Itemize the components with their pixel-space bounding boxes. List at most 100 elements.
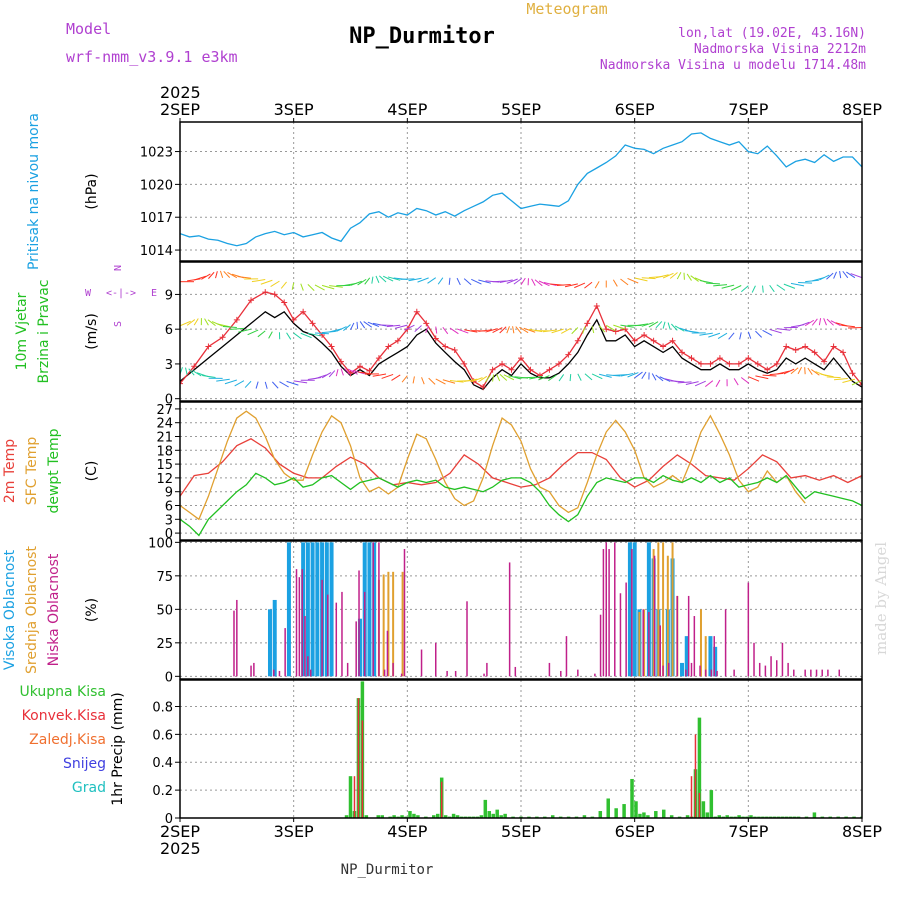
wind-arrow <box>435 378 446 385</box>
gust-marker <box>489 366 496 373</box>
cloud-bar-high <box>305 542 310 677</box>
precip-bar-total <box>392 815 396 818</box>
cloud-bar-low <box>335 602 338 677</box>
wind-arrow <box>379 324 394 326</box>
precip-bar-total <box>654 811 658 818</box>
cloud-bar-low <box>764 665 767 677</box>
wind-arrow <box>776 328 791 331</box>
cloud-bar-low <box>327 594 329 677</box>
cloud-bar-low <box>631 549 633 677</box>
wind-arrow <box>717 332 728 339</box>
cloud-bar-low <box>577 669 579 677</box>
wind-arrow <box>641 371 647 379</box>
wind-arrow <box>769 372 784 376</box>
gust-marker <box>338 358 345 365</box>
wind-arrow <box>216 378 230 382</box>
wind-arrow <box>186 319 196 326</box>
cloud-bar-mid <box>643 609 646 677</box>
cloud-bar-low <box>514 666 517 677</box>
x-tick-bottom: 3SEP <box>274 822 314 841</box>
wind-arrow <box>819 274 830 281</box>
wind-arrow <box>798 282 813 284</box>
wind-arrow <box>751 285 756 293</box>
wind-arrow <box>255 381 259 389</box>
wind-arrow <box>391 374 401 381</box>
plot-area-pressure <box>180 132 862 247</box>
cloud-bar-low <box>358 570 360 677</box>
gust-marker <box>783 343 790 350</box>
ytick-label-temp: 12 <box>156 472 173 487</box>
cloud-bar-low <box>298 577 301 677</box>
cloud-bar-low <box>386 630 389 677</box>
cloud-bar-high <box>646 542 651 677</box>
wind-compass: N W E S <-|-> <box>85 265 157 327</box>
wind-arrow <box>471 377 483 383</box>
wind-arrow <box>321 372 332 379</box>
wind-arrow <box>222 326 237 329</box>
wind-arrow <box>428 377 436 385</box>
cloud-bar-low <box>233 610 235 677</box>
unit-label-cloud: (%) <box>84 598 100 622</box>
wind-arrow <box>506 278 518 284</box>
wind-arrow <box>564 283 578 288</box>
wind-arrow <box>834 377 848 381</box>
gust-marker <box>394 337 401 344</box>
cloud-bar-high <box>372 542 377 677</box>
cloud-bar-low <box>753 642 755 677</box>
wind-arrow <box>237 275 252 279</box>
wind-arrow <box>634 323 649 327</box>
wind-arrow <box>839 271 842 279</box>
precip-bar-total <box>380 815 384 818</box>
cloud-bar-low <box>821 669 823 677</box>
wind-arrow <box>322 330 336 334</box>
cloud-bar-high <box>286 542 291 677</box>
cloud-bar-mid <box>666 555 669 677</box>
gust-marker <box>603 326 610 333</box>
series-line-tsfc <box>180 410 806 521</box>
wind-arrow <box>667 322 671 330</box>
cloud-bar-low <box>690 662 693 677</box>
gust-marker <box>584 320 591 327</box>
x-tick-bottom: 8SEP <box>842 822 882 841</box>
cloud-bar-mid <box>638 612 641 677</box>
cloud-bar-high <box>627 542 632 677</box>
wind-arrow <box>478 279 491 284</box>
legend-label-precip: Konvek.Kisa <box>22 708 106 724</box>
wind-arrow <box>244 380 252 388</box>
wind-arrow <box>704 380 714 387</box>
precip-bar-total <box>503 813 507 818</box>
cloud-bar-mid <box>704 636 707 677</box>
gust-marker <box>546 366 553 373</box>
gust-marker <box>555 360 562 367</box>
legend-label-precip: Ukupna Kisa <box>19 684 106 700</box>
wind-arrow <box>531 278 536 286</box>
legend-label-precip: Grad <box>72 780 106 796</box>
gust-marker <box>593 303 600 310</box>
axis-label-cloud: Srednja Oblacnost <box>24 546 40 674</box>
ytick-label-cloud: 50 <box>156 603 173 618</box>
wind-arrow <box>826 376 841 379</box>
cloud-bar-mid <box>699 609 702 677</box>
x-axis: 2SEP 2SEP 3SEP 3SEP 4SEP 4SEP 5SEP 5SEP 6SEP 6SEP… <box>160 100 882 841</box>
wind-arrow <box>219 270 224 278</box>
wind-arrow <box>577 373 582 381</box>
wind-arrow <box>371 276 374 284</box>
footer-station: NP_Durmitor <box>341 862 434 878</box>
gust-marker <box>262 289 269 296</box>
year-top: 2025 <box>160 83 201 102</box>
wind-arrow <box>227 272 238 279</box>
precip-bar-total <box>705 812 710 818</box>
ytick-label-temp: 0 <box>165 527 173 542</box>
wind-arrow <box>529 375 543 380</box>
panels: 1014 1017 1020 1023 Pritisak na nivou mora (h… <box>2 113 863 827</box>
wind-arrow <box>492 280 507 283</box>
gust-marker <box>622 326 629 333</box>
x-tick-top: 6SEP <box>615 100 655 119</box>
precip-bar-total <box>725 815 729 818</box>
wind-arrow <box>582 326 586 334</box>
cloud-bar-high <box>329 542 334 677</box>
panel-border-temp <box>179 401 863 541</box>
wind-arrow <box>300 332 312 339</box>
wind-arrow <box>762 329 773 336</box>
wind-arrow <box>599 373 612 378</box>
